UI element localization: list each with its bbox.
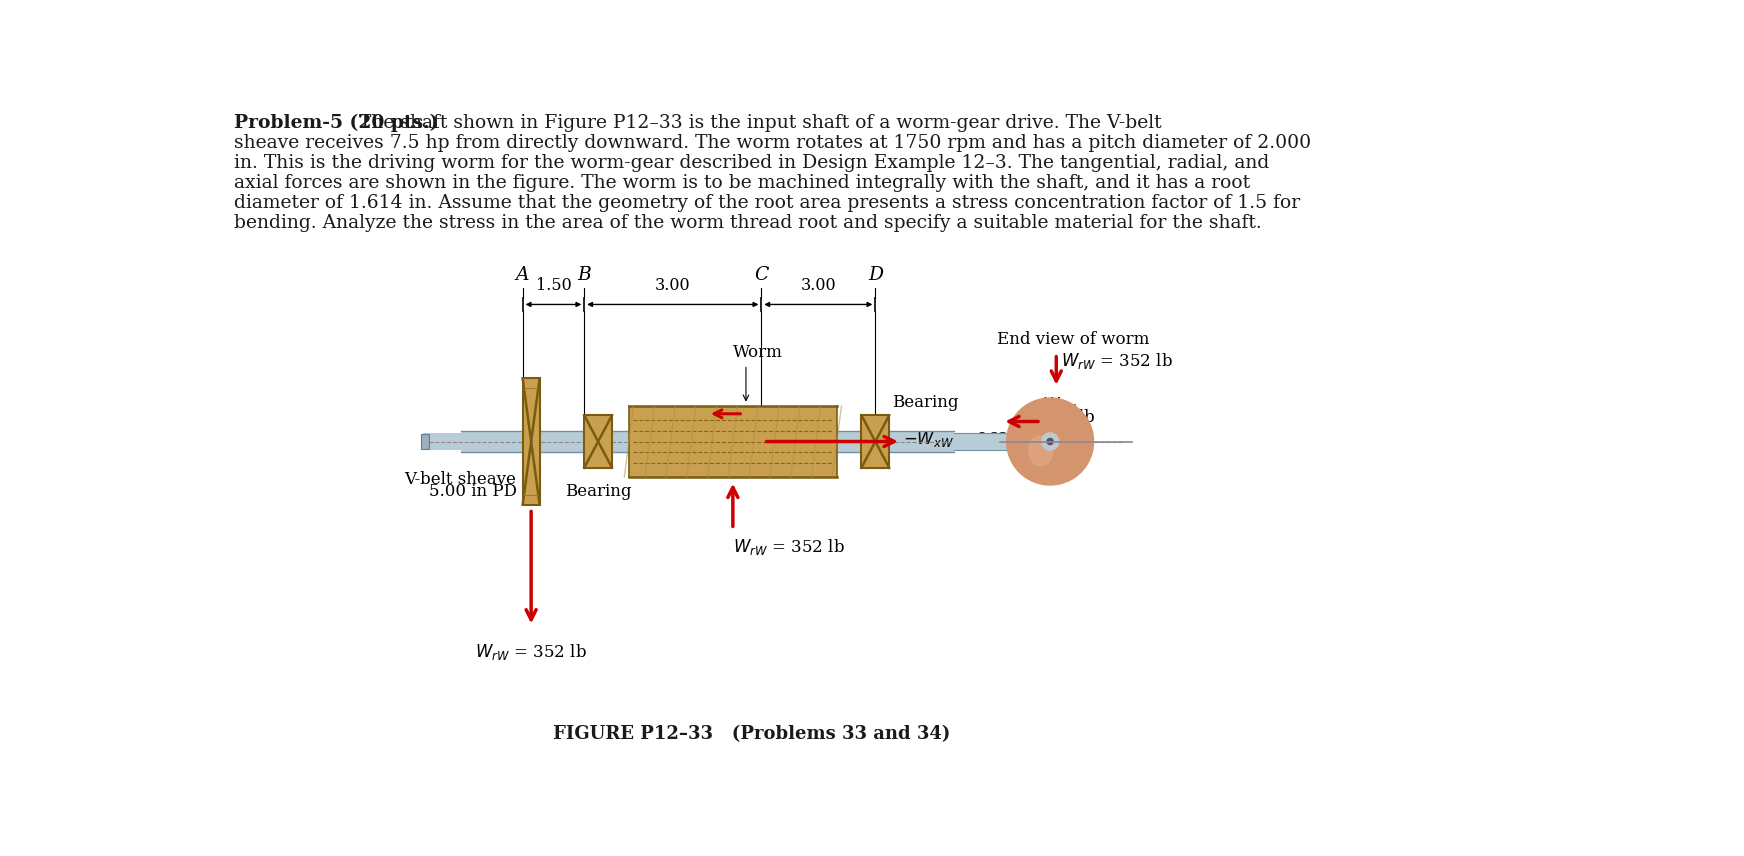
Text: C: C — [753, 265, 769, 283]
Text: D: D — [869, 265, 882, 283]
Text: axial forces are shown in the figure. The worm is to be machined integrally with: axial forces are shown in the figure. Th… — [234, 174, 1250, 192]
Text: diameter of 1.614 in. Assume that the geometry of the root area presents a stres: diameter of 1.614 in. Assume that the ge… — [234, 193, 1299, 211]
Text: FIGURE P12–33   (Problems 33 and 34): FIGURE P12–33 (Problems 33 and 34) — [553, 725, 950, 743]
Bar — [630, 406, 837, 477]
Circle shape — [1046, 438, 1053, 444]
Text: End view of worm: End view of worm — [998, 330, 1149, 348]
Text: $W_{tW}$: $W_{tW}$ — [1043, 395, 1078, 415]
Text: Bearing: Bearing — [893, 395, 959, 412]
Bar — [523, 377, 539, 505]
Text: 1.50: 1.50 — [535, 276, 572, 294]
Bar — [584, 415, 612, 467]
Text: $W_{rW}$ = 352 lb: $W_{rW}$ = 352 lb — [1060, 351, 1172, 371]
Bar — [420, 434, 429, 449]
Text: $-W_{xW}$ = 962 lb: $-W_{xW}$ = 962 lb — [903, 429, 1031, 449]
Bar — [584, 415, 612, 467]
Bar — [422, 433, 523, 449]
Text: $W_{rW}$ = 352 lb: $W_{rW}$ = 352 lb — [474, 642, 588, 662]
Text: Worm: Worm — [732, 343, 783, 360]
Bar — [460, 431, 954, 452]
Text: A: A — [516, 265, 530, 283]
Ellipse shape — [1029, 436, 1053, 466]
Text: The shaft shown in Figure P12–33 is the input shaft of a worm-gear drive. The V-: The shaft shown in Figure P12–33 is the … — [352, 114, 1162, 132]
Bar — [954, 433, 1015, 449]
Text: sheave receives 7.5 hp from directly downward. The worm rotates at 1750 rpm and : sheave receives 7.5 hp from directly dow… — [234, 134, 1311, 152]
Circle shape — [1006, 398, 1093, 484]
Text: 265 lb: 265 lb — [1043, 409, 1095, 426]
Text: B: B — [577, 265, 591, 283]
Text: 3.00: 3.00 — [800, 276, 835, 294]
Text: V-belt sheave: V-belt sheave — [405, 471, 516, 488]
Bar — [420, 434, 429, 449]
Circle shape — [1041, 433, 1059, 450]
Text: 3.00: 3.00 — [656, 276, 691, 294]
Bar — [523, 377, 539, 505]
Text: $W_{rW}$ = 352 lb: $W_{rW}$ = 352 lb — [732, 537, 844, 557]
Text: 5.00 in PD: 5.00 in PD — [429, 483, 516, 500]
Bar — [862, 415, 889, 467]
Text: Problem-5 (20 pts.): Problem-5 (20 pts.) — [234, 114, 438, 132]
Text: Bearing: Bearing — [565, 483, 631, 500]
Bar — [862, 415, 889, 467]
Text: bending. Analyze the stress in the area of the worm thread root and specify a su: bending. Analyze the stress in the area … — [234, 214, 1261, 232]
Text: in. This is the driving worm for the worm-gear described in Design Example 12–3.: in. This is the driving worm for the wor… — [234, 153, 1270, 171]
